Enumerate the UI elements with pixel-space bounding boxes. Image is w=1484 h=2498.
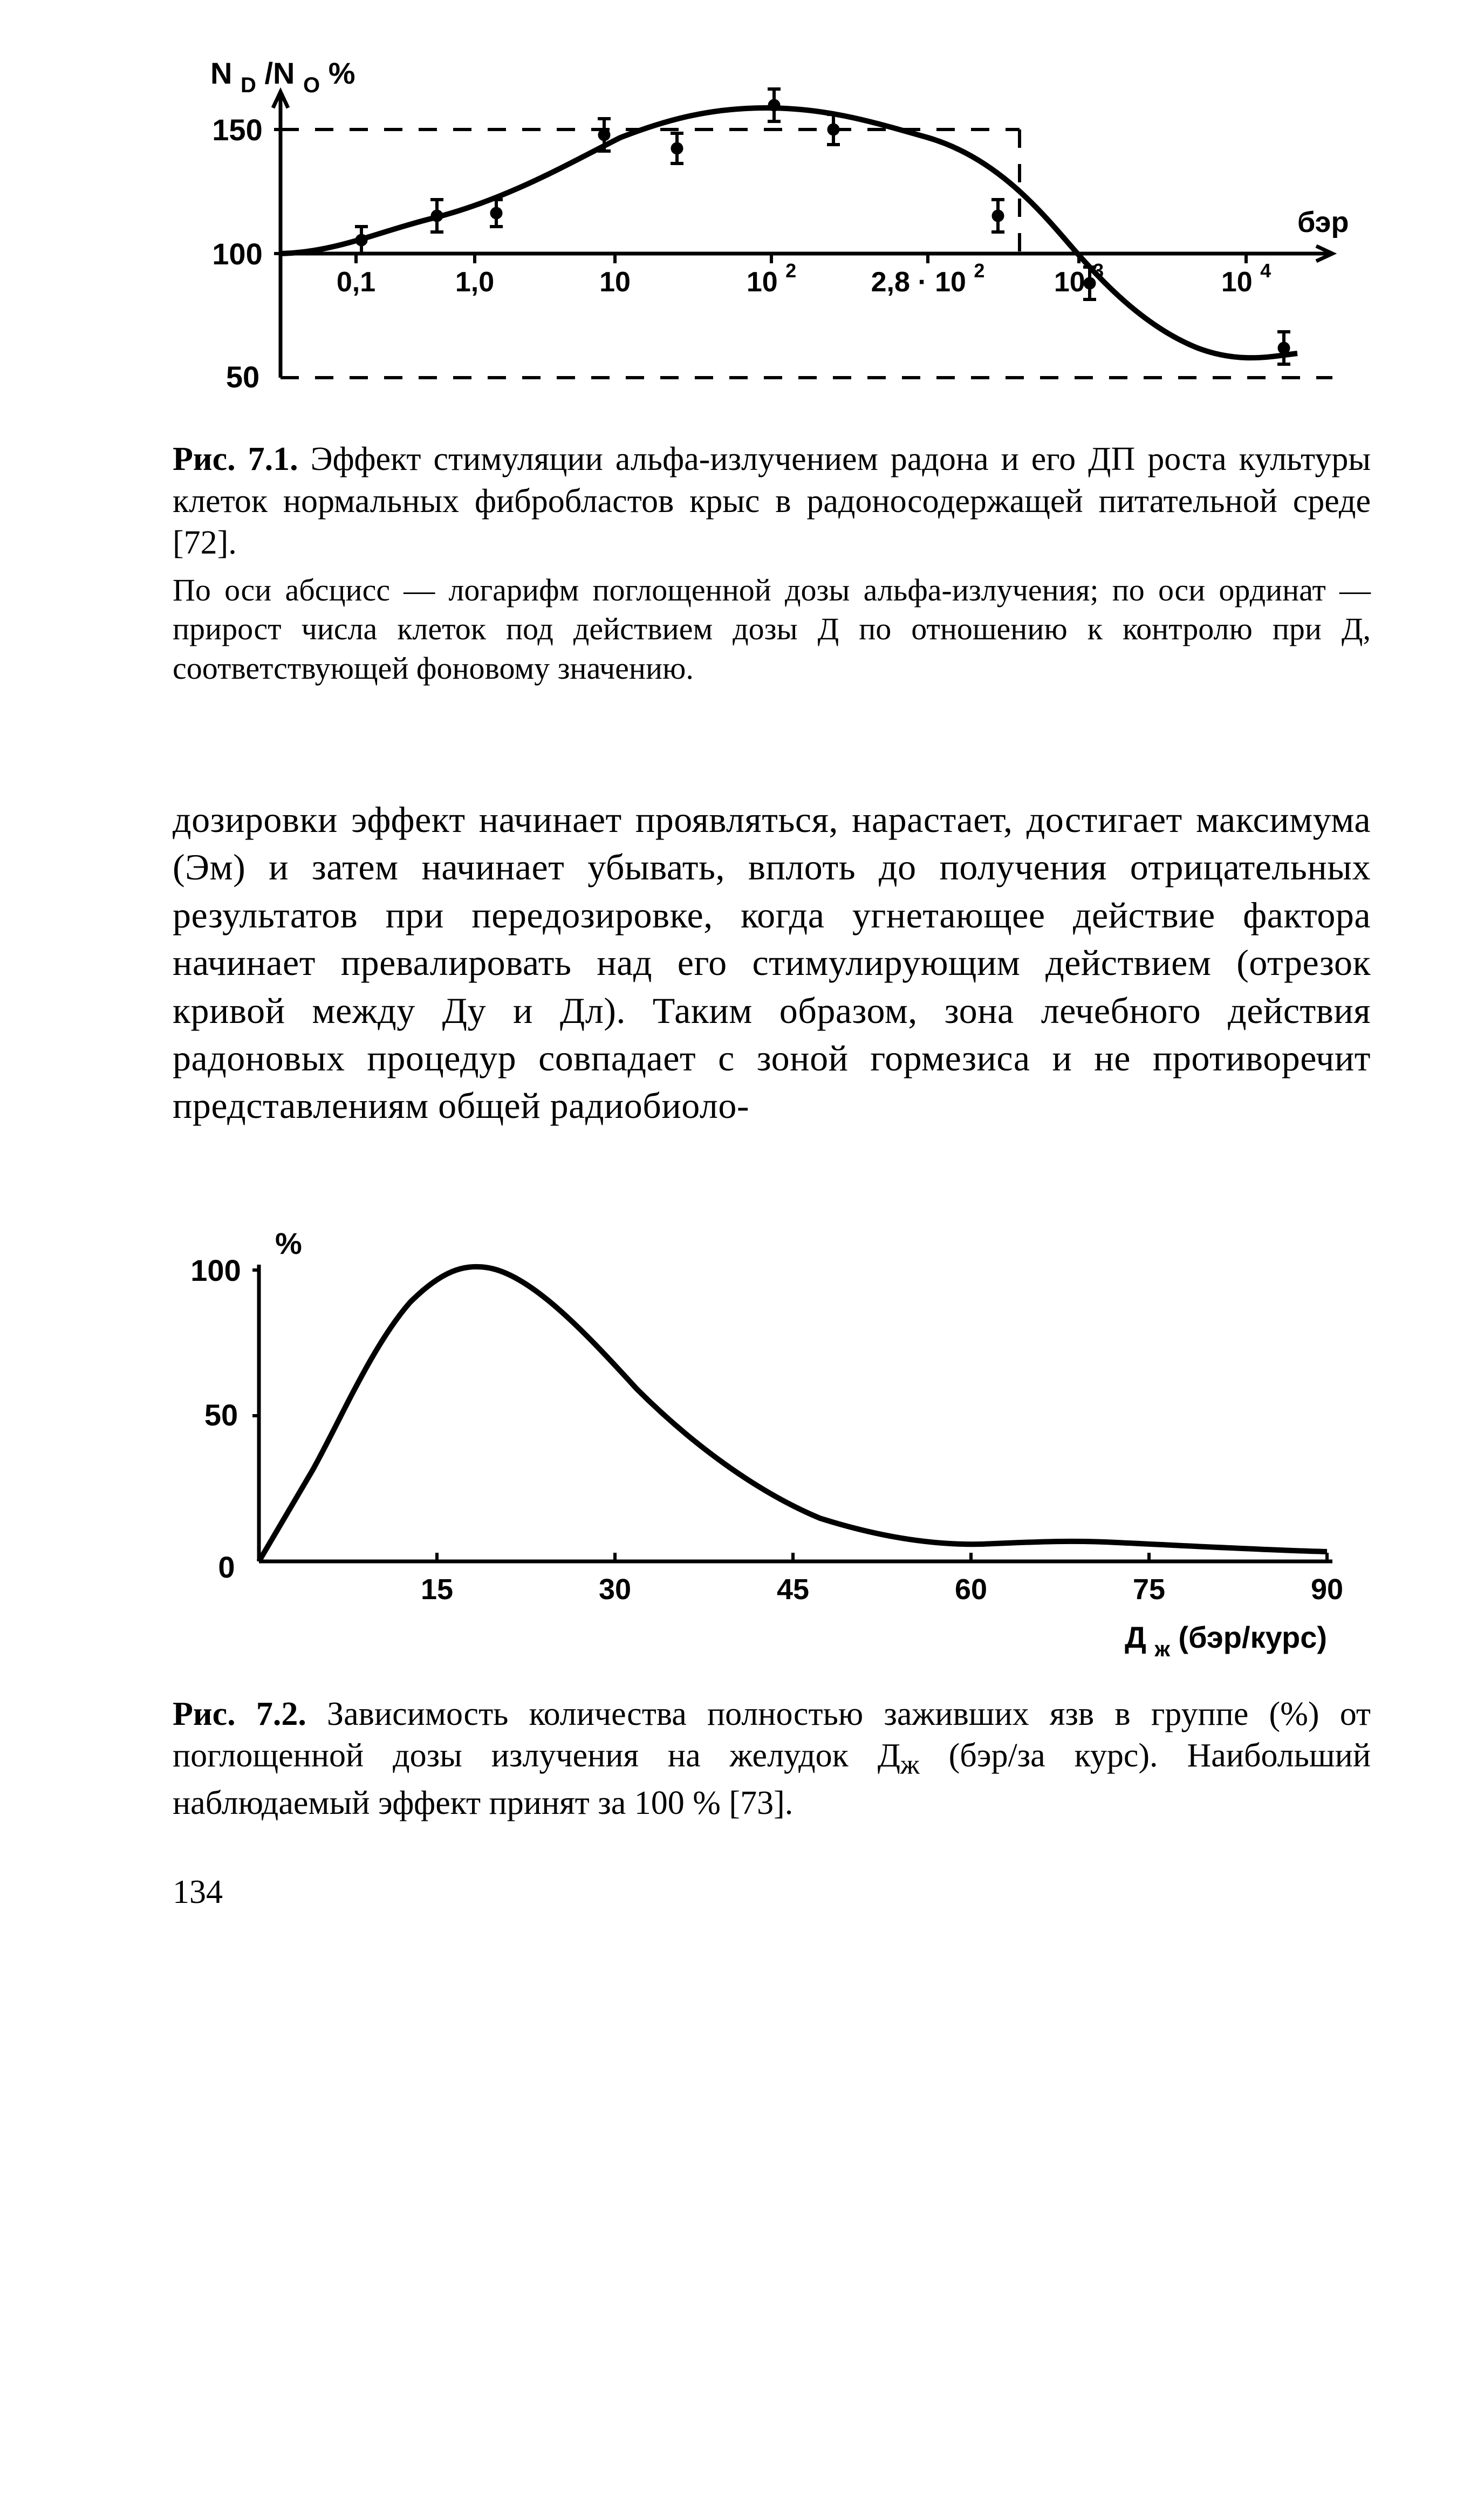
fig1-xtick-5: 10 — [1054, 267, 1085, 298]
fig1-ylabel-sub2: O — [303, 73, 320, 97]
fig2-ytick-100: 100 — [190, 1253, 241, 1287]
fig1-ytick-50: 50 — [226, 360, 259, 394]
svg-text:10 3: 10 3 — [1054, 260, 1104, 298]
fig1-xtick-1: 1,0 — [455, 267, 494, 298]
fig1-xtick-3sup: 2 — [785, 260, 796, 282]
fig2-xtick-4: 75 — [1133, 1573, 1165, 1606]
svg-text:10 4: 10 4 — [1221, 260, 1271, 298]
figure-7-2: % 100 50 0 15 30 45 60 75 90 — [173, 1227, 1371, 1825]
fig1-xlabel: бэр — [1297, 206, 1349, 238]
fig1-ylabel-sub1: D — [241, 73, 256, 97]
figure-7-1: N D /N O % 150 100 50 — [173, 54, 1371, 688]
fig2-ylabel: % — [275, 1227, 302, 1260]
fig1-ytick-150: 150 — [212, 113, 262, 147]
fig1-svg: N D /N O % 150 100 50 — [173, 54, 1359, 421]
fig2-xtick-0: 15 — [421, 1573, 453, 1606]
fig1-caption-text: Эффект стимуляции альфа-излучением радон… — [173, 441, 1371, 561]
body-paragraph: дозировки эффект начинает проявляться, н… — [173, 796, 1371, 1130]
fig1-xtick-6sup: 4 — [1260, 260, 1271, 282]
fig2-caption-lead: Рис. 7.2. — [173, 1696, 306, 1732]
fig2-xtick-3: 60 — [955, 1573, 987, 1606]
svg-text:2,8 · 10 2: 2,8 · 10 2 — [871, 260, 985, 298]
fig1-xtick-0: 0,1 — [337, 267, 375, 298]
fig1-ytick-100: 100 — [212, 237, 262, 271]
fig1-xtick-4: 2,8 · 10 — [871, 267, 966, 298]
fig2-svg: % 100 50 0 15 30 45 60 75 90 — [173, 1227, 1359, 1669]
fig2-xtick-1: 30 — [599, 1573, 631, 1606]
fig2-caption: Рис. 7.2. Зависимость количества полност… — [173, 1694, 1371, 1825]
fig2-xtick-5: 90 — [1311, 1573, 1343, 1606]
fig2-xtick-2: 45 — [777, 1573, 809, 1606]
fig1-ylabel-tail: % — [329, 56, 355, 90]
fig1-caption-lead: Рис. 7.1. — [173, 441, 298, 477]
fig2-xlabel-base: Д — [1125, 1620, 1146, 1654]
svg-text:10 2: 10 2 — [747, 260, 796, 298]
svg-text:Д ж (бэр/курс: Д ж (бэр/курс) — [1125, 1620, 1327, 1663]
fig1-xtick-2: 10 — [599, 267, 631, 298]
fig1-xtick-4sup: 2 — [974, 260, 984, 282]
fig1-caption-detail: По оси абсцисс — логарифм поглощенной до… — [173, 571, 1371, 688]
fig1-ylabel-mid: /N — [264, 56, 295, 90]
fig2-xlabel-tail: (бэр/курс) — [1178, 1620, 1327, 1654]
fig1-xtick-3: 10 — [747, 267, 778, 298]
fig1-caption-title: Рис. 7.1. Эффект стимуляции альфа-излуче… — [173, 439, 1371, 564]
fig2-xlabel-sub: ж — [1154, 1637, 1170, 1661]
fig2-curve — [259, 1267, 1327, 1561]
fig2-ytick-0: 0 — [218, 1550, 235, 1584]
page-number: 134 — [173, 1873, 1371, 1912]
fig2-caption-text: Зависимость количества полностью заживши… — [173, 1696, 1371, 1821]
fig1-ylabel-n1: N — [210, 56, 232, 90]
fig1-xtick-6: 10 — [1221, 267, 1253, 298]
fig2-ytick-50: 50 — [204, 1398, 238, 1432]
